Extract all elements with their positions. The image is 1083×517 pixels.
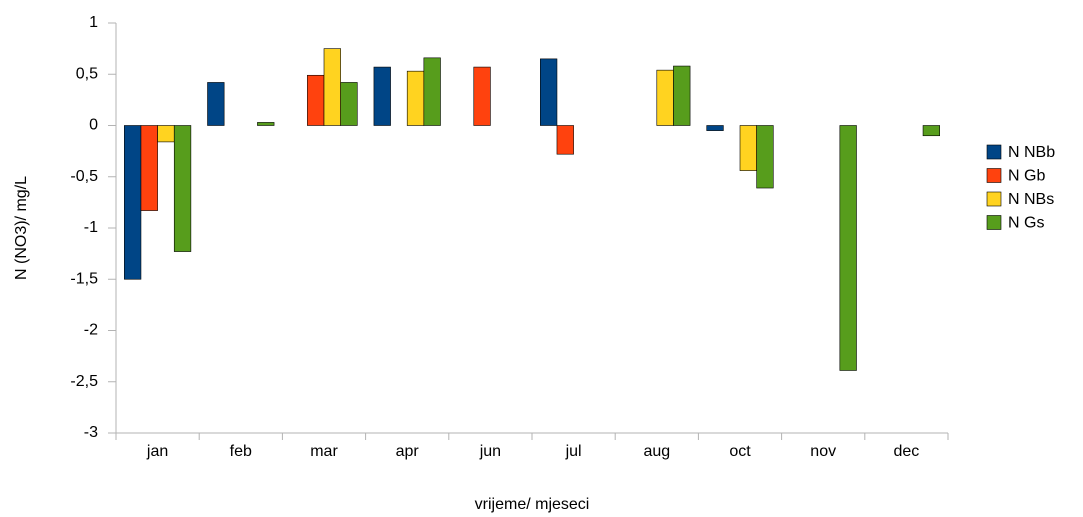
legend-label: N Gb [1008, 168, 1045, 185]
y-tick-label: 0 [89, 117, 98, 134]
y-tick-label: -0,5 [70, 168, 98, 185]
x-tick-label: mar [310, 443, 338, 460]
legend-swatch [986, 168, 1002, 183]
x-tick-label: jul [565, 443, 582, 460]
bar [207, 82, 225, 126]
bar [556, 125, 574, 155]
x-tick-label: aug [643, 443, 670, 460]
legend-label: N Gs [1008, 215, 1044, 232]
bar [323, 48, 341, 126]
bar [373, 66, 391, 126]
bar [423, 57, 441, 126]
bar [706, 125, 724, 131]
bar [673, 65, 691, 126]
x-tick-label: jan [146, 443, 168, 460]
y-tick-label: 1 [89, 14, 98, 31]
bar [340, 82, 358, 126]
bar [307, 74, 325, 126]
x-tick-label: dec [894, 443, 920, 460]
y-tick-label: 0,5 [76, 65, 98, 82]
x-tick-label: oct [729, 443, 751, 460]
legend-label: N NBs [1008, 191, 1054, 208]
x-tick-label: nov [810, 443, 836, 460]
x-tick-label: jun [479, 443, 501, 460]
bar [839, 125, 857, 371]
bar [473, 66, 491, 126]
y-tick-label: -1,5 [70, 270, 98, 287]
legend-swatch [986, 191, 1002, 207]
x-tick-label: feb [230, 443, 252, 460]
x-axis-title: vrijeme/ mjeseci [475, 496, 590, 513]
bar [157, 125, 175, 143]
bar [756, 125, 774, 189]
y-axis-title: N (NO3)/ mg/L [13, 176, 30, 280]
bar [739, 125, 757, 171]
bar [540, 58, 558, 126]
bar [124, 125, 142, 280]
y-tick-label: -1 [84, 219, 98, 236]
bar [257, 122, 275, 126]
legend-swatch [986, 215, 1002, 230]
y-tick-label: -2,5 [70, 373, 98, 390]
legend-label: N NBb [1008, 144, 1055, 161]
bar [140, 125, 158, 211]
y-tick-label: -3 [84, 424, 98, 441]
x-tick-label: apr [396, 443, 420, 460]
bar [406, 70, 425, 126]
bar [656, 69, 674, 126]
y-tick-label: -2 [84, 322, 98, 339]
bar [173, 125, 192, 252]
legend-swatch [986, 144, 1002, 160]
bar [922, 125, 940, 137]
